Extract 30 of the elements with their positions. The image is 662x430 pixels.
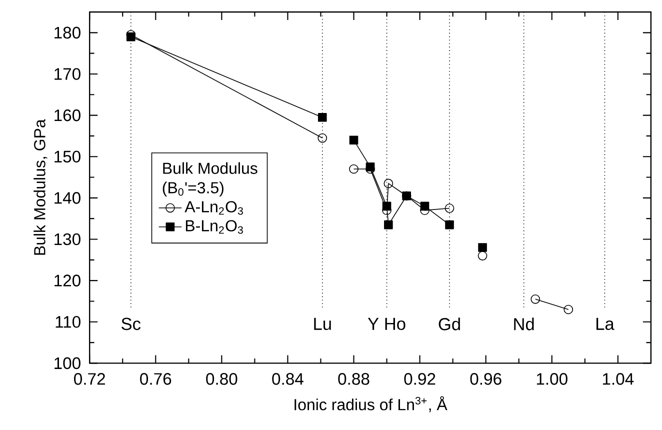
ref-line-label: Gd xyxy=(438,318,460,330)
x-tick-label: 0.72 xyxy=(74,373,105,385)
x-tick-label: 0.88 xyxy=(338,373,370,385)
y-tick-label: 180 xyxy=(54,26,80,39)
y-tick-label: 120 xyxy=(54,274,80,286)
y-tick-label: 110 xyxy=(56,316,80,328)
legend-title: Bulk Modulus xyxy=(163,162,258,174)
legend-label: A-Ln$_{2}$O$_{3}$ xyxy=(184,201,243,215)
annotation: (B$_{0}$'=3.5) xyxy=(162,182,224,197)
legend-label: B-Ln$_{2}$O$_{3}$ xyxy=(186,220,243,234)
ref-line-label: La xyxy=(596,318,614,330)
y-tick-label: 170 xyxy=(54,68,80,80)
y-tick-label: 100 xyxy=(54,357,80,370)
x-tick-label: 1.04 xyxy=(602,373,634,385)
x-tick-label: 0.92 xyxy=(404,373,436,385)
ref-line-label: Y Ho xyxy=(368,318,406,330)
y-tick-label: 130 xyxy=(54,233,80,246)
y-tick-label: 150 xyxy=(54,150,80,163)
ref-line-label: Nd xyxy=(514,318,534,330)
x-axis-title: Ionic radius of Ln$^{3+}$, Å xyxy=(294,396,448,412)
ref-line-label: Lu xyxy=(314,318,331,330)
x-tick-label: 0.84 xyxy=(272,373,304,385)
y-axis-title: Bulk Modulus, GPa xyxy=(34,119,48,255)
x-tick-label: 0.96 xyxy=(470,373,502,385)
x-tick-label: 0.80 xyxy=(206,373,238,385)
x-tick-label: 0.76 xyxy=(140,373,172,385)
y-tick-label: 160 xyxy=(54,109,80,122)
y-tick-label: 140 xyxy=(54,192,80,204)
ref-line-label: Sc xyxy=(122,318,141,330)
x-tick-label: 1.00 xyxy=(536,373,568,385)
